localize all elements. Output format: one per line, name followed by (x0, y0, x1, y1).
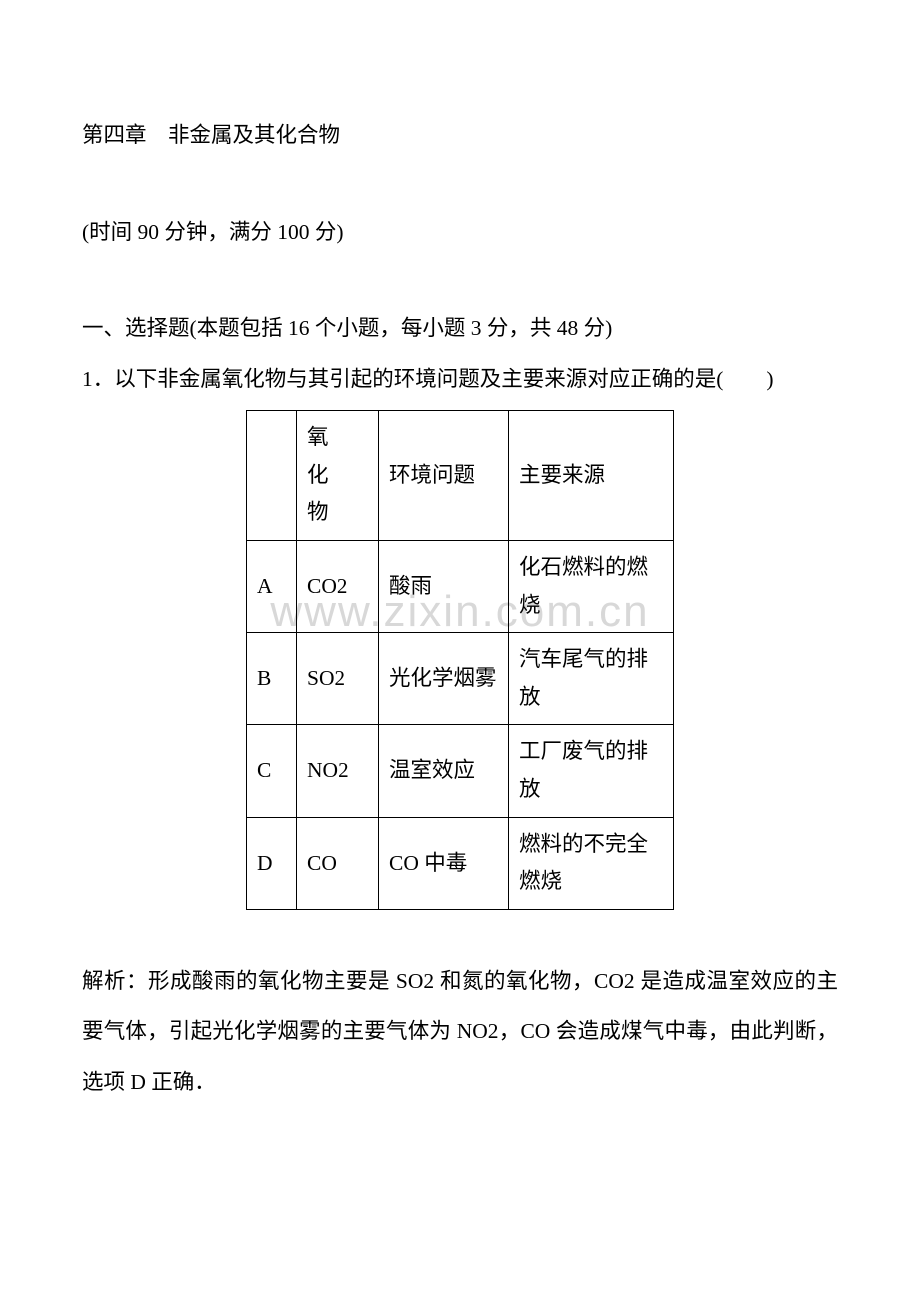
chapter-title: 第四章 非金属及其化合物 (82, 110, 838, 161)
row-source: 化石燃料的燃烧 (509, 540, 674, 632)
header-oxide: 氧 化 物 (297, 411, 379, 541)
row-source: 汽车尾气的排放 (509, 633, 674, 725)
table-row: A CO2 酸雨 化石燃料的燃烧 (247, 540, 674, 632)
row-oxide: SO2 (297, 633, 379, 725)
oxide-pre: NO (307, 758, 338, 782)
row-oxide: CO2 (297, 540, 379, 632)
oxide-sub: 2 (334, 666, 345, 690)
row-oxide: CO (297, 817, 379, 909)
row-source: 工厂废气的排放 (509, 725, 674, 817)
explanation-text: 解析：形成酸雨的氧化物主要是 SO2 和氮的氧化物，CO2 是造成温室效应的主要… (82, 956, 838, 1108)
row-env: CO 中毒 (379, 817, 509, 909)
row-label: A (247, 540, 297, 632)
oxide-pre: SO (307, 666, 334, 690)
header-env: 环境问题 (379, 411, 509, 541)
header-blank (247, 411, 297, 541)
table-row: D CO CO 中毒 燃料的不完全燃烧 (247, 817, 674, 909)
row-env: 光化学烟雾 (379, 633, 509, 725)
question-1-table: 氧 化 物 环境问题 主要来源 A CO2 酸雨 化石燃料的燃烧 B SO2 光… (246, 410, 674, 910)
question-1-table-wrap: 氧 化 物 环境问题 主要来源 A CO2 酸雨 化石燃料的燃烧 B SO2 光… (82, 410, 838, 910)
oxide-pre: CO (307, 574, 337, 598)
oxide-sub: 2 (338, 758, 349, 782)
row-label: C (247, 725, 297, 817)
table-row: B SO2 光化学烟雾 汽车尾气的排放 (247, 633, 674, 725)
row-env: 温室效应 (379, 725, 509, 817)
header-oxide-line1: 氧 化 (307, 419, 368, 494)
section-heading: 一、选择题(本题包括 16 个小题，每小题 3 分，共 48 分) (82, 303, 838, 354)
header-oxide-line2: 物 (307, 494, 329, 532)
row-source: 燃料的不完全燃烧 (509, 817, 674, 909)
oxide-pre: CO (307, 851, 337, 875)
question-1-stem: 1．以下非金属氧化物与其引起的环境问题及主要来源对应正确的是( ) (82, 354, 838, 405)
row-label: B (247, 633, 297, 725)
row-oxide: NO2 (297, 725, 379, 817)
header-source: 主要来源 (509, 411, 674, 541)
table-header-row: 氧 化 物 环境问题 主要来源 (247, 411, 674, 541)
row-label: D (247, 817, 297, 909)
exam-meta: (时间 90 分钟，满分 100 分) (82, 207, 838, 258)
oxide-sub: 2 (337, 574, 348, 598)
table-row: C NO2 温室效应 工厂废气的排放 (247, 725, 674, 817)
row-env: 酸雨 (379, 540, 509, 632)
